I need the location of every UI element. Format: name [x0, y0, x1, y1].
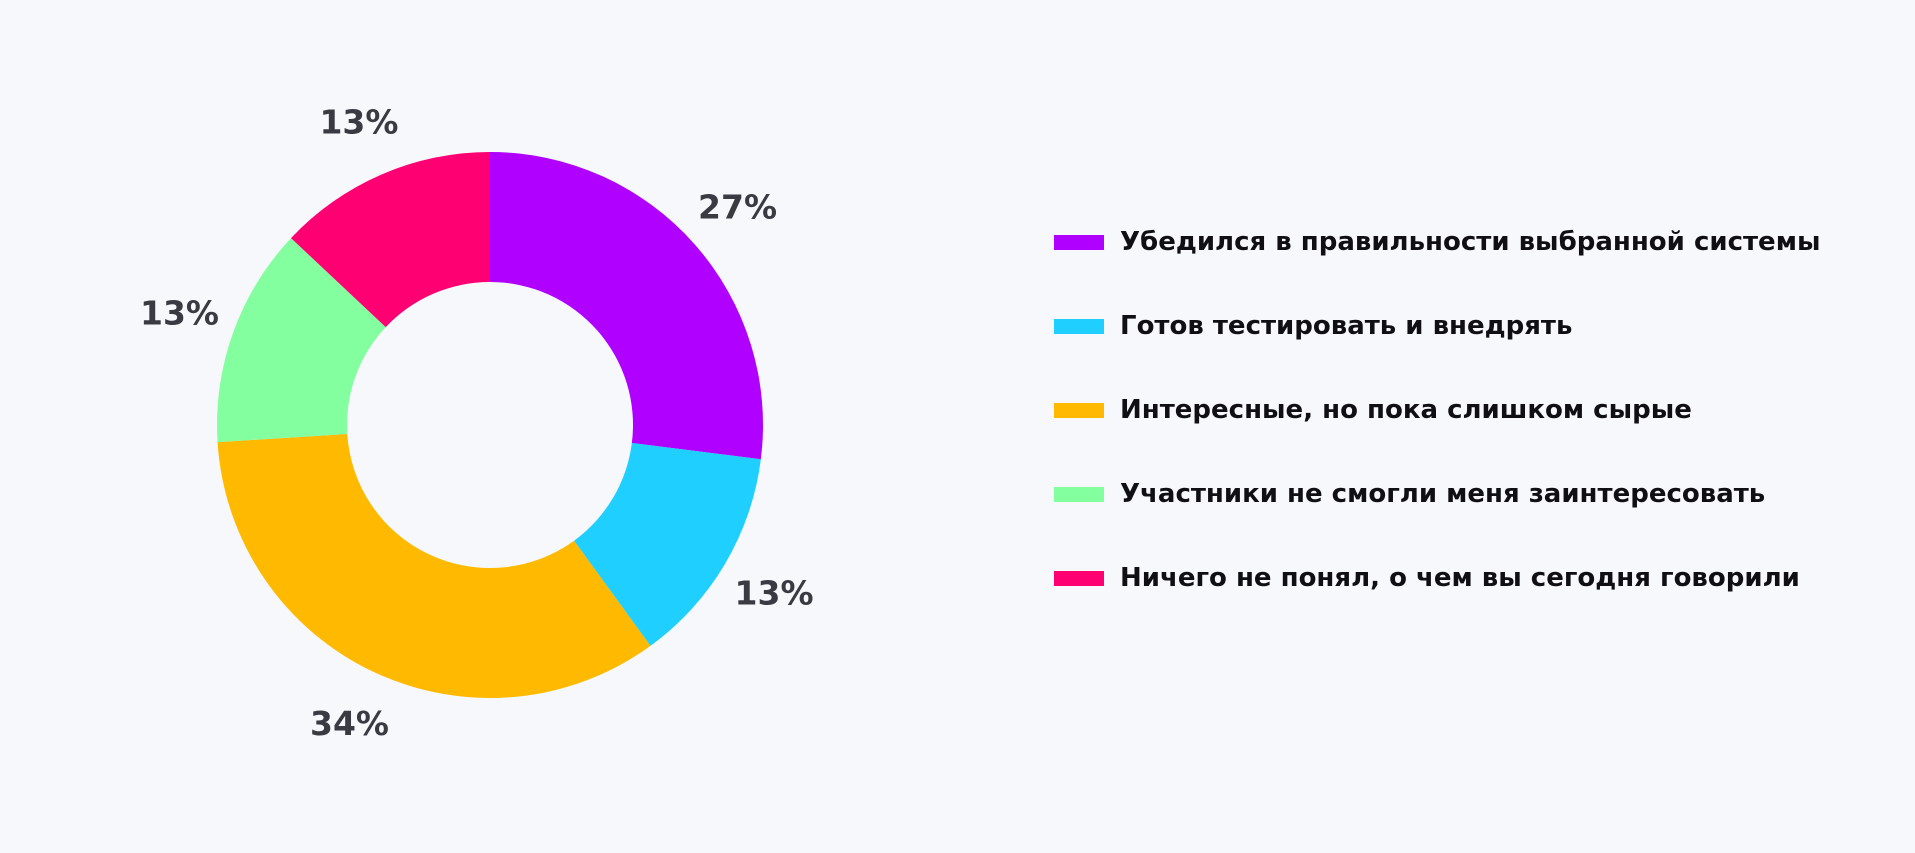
legend-label: Интересные, но пока слишком сырые	[1120, 395, 1692, 425]
legend-swatch	[1054, 402, 1104, 418]
slice-percent-label-1: 27%	[698, 187, 777, 226]
legend-swatch	[1054, 486, 1104, 502]
legend-label: Готов тестировать и внедрять	[1120, 311, 1573, 341]
legend-item-5: Ничего не понял, о чем вы сегодня говори…	[1054, 563, 1800, 593]
legend-item-2: Готов тестировать и внедрять	[1054, 311, 1572, 341]
legend-item-3: Интересные, но пока слишком сырые	[1054, 395, 1692, 425]
legend-item-1: Убедился в правильности выбранной систем…	[1054, 227, 1820, 257]
legend-item-4: Участники не смогли меня заинтересовать	[1054, 479, 1765, 509]
slice-percent-label-2: 13%	[735, 573, 814, 612]
donut-slice-4	[217, 238, 386, 443]
legend-label: Убедился в правильности выбранной систем…	[1120, 227, 1821, 257]
slice-percent-label-3: 34%	[310, 704, 389, 743]
legend-swatch	[1054, 318, 1104, 334]
donut-slice-2	[574, 442, 761, 646]
slice-percent-label-5: 13%	[319, 103, 398, 142]
slice-percent-label-4: 13%	[140, 294, 219, 333]
donut-chart: 27% 13% 34% 13% 13%	[140, 103, 814, 743]
donut-slice-3	[217, 433, 651, 698]
donut-slice-5	[290, 152, 490, 328]
legend-label: Ничего не понял, о чем вы сегодня говори…	[1120, 563, 1800, 593]
legend-swatch	[1054, 234, 1104, 250]
legend-swatch	[1054, 570, 1104, 586]
legend-label: Участники не смогли меня заинтересовать	[1120, 479, 1766, 509]
donut-slice-1	[490, 152, 763, 460]
